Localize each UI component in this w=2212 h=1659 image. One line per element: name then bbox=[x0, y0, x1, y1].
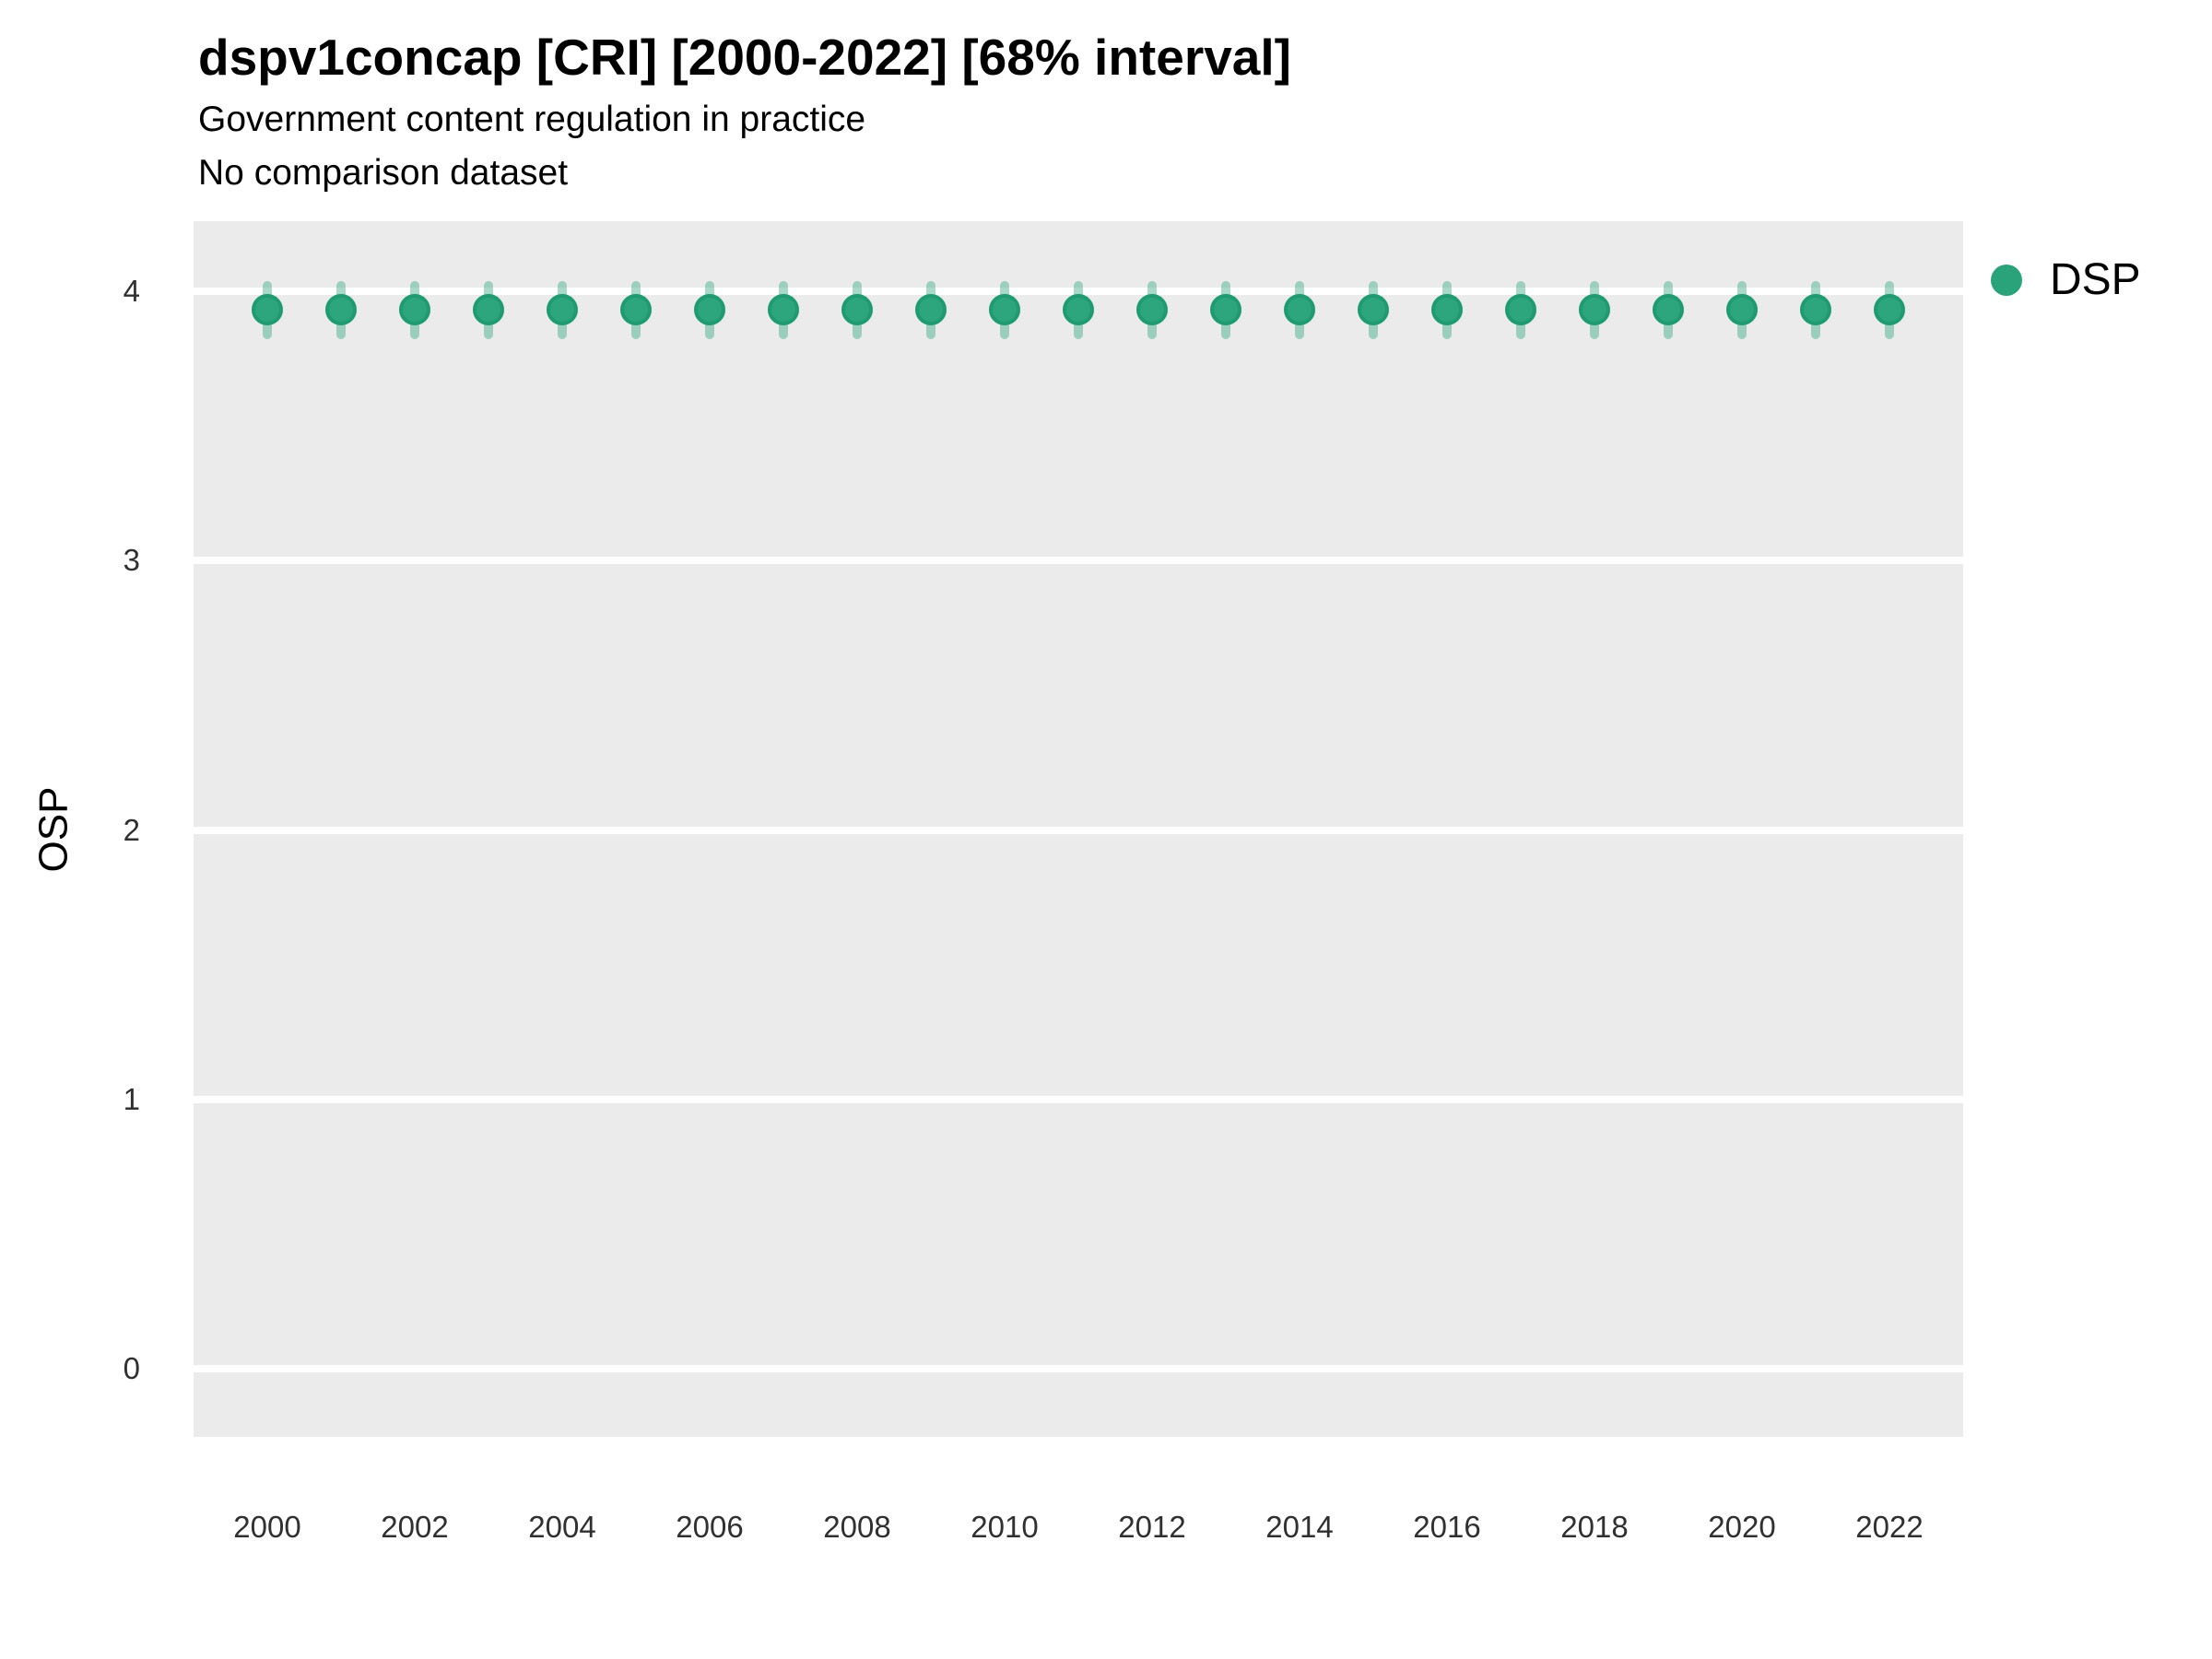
x-tick-label-2018: 2018 bbox=[1560, 1510, 1629, 1544]
data-point-2022 bbox=[1874, 294, 1905, 326]
data-point-2021 bbox=[1800, 294, 1831, 326]
y-tick-label-0: 0 bbox=[123, 1351, 140, 1386]
chart-note: No comparison dataset bbox=[198, 153, 569, 193]
data-point-2004 bbox=[547, 294, 578, 326]
data-point-2014 bbox=[1284, 294, 1315, 326]
data-point-2008 bbox=[841, 294, 873, 326]
gridline-y-1 bbox=[194, 1095, 1963, 1103]
gridline-y-2 bbox=[194, 826, 1963, 834]
data-point-2007 bbox=[768, 294, 799, 326]
x-tick-label-2004: 2004 bbox=[528, 1510, 596, 1544]
x-tick-label-2014: 2014 bbox=[1265, 1510, 1334, 1544]
data-point-2015 bbox=[1358, 294, 1389, 326]
data-point-2001 bbox=[325, 294, 357, 326]
data-point-2012 bbox=[1136, 294, 1168, 326]
x-tick-label-2010: 2010 bbox=[971, 1510, 1039, 1544]
data-point-2016 bbox=[1431, 294, 1463, 326]
data-point-2009 bbox=[915, 294, 947, 326]
legend-dsp-label: DSP bbox=[2050, 255, 2141, 304]
x-tick-label-2006: 2006 bbox=[676, 1510, 744, 1544]
data-point-2018 bbox=[1579, 294, 1610, 326]
x-tick-label-2002: 2002 bbox=[381, 1510, 449, 1544]
gridline-y-0 bbox=[194, 1365, 1963, 1373]
x-tick-label-2008: 2008 bbox=[823, 1510, 891, 1544]
y-tick-label-1: 1 bbox=[123, 1081, 140, 1116]
data-point-2011 bbox=[1063, 294, 1094, 326]
data-point-2010 bbox=[989, 294, 1020, 326]
data-point-2005 bbox=[620, 294, 652, 326]
chart-subtitle: Government content regulation in practic… bbox=[198, 100, 866, 139]
chart-title: dspv1concap [CRI] [2000-2022] [68% inter… bbox=[198, 29, 1291, 86]
x-tick-label-2000: 2000 bbox=[233, 1510, 301, 1544]
data-point-2003 bbox=[473, 294, 504, 326]
data-point-2013 bbox=[1210, 294, 1241, 326]
y-tick-label-2: 2 bbox=[123, 812, 140, 847]
plot-panel bbox=[194, 221, 1963, 1437]
data-point-2019 bbox=[1653, 294, 1684, 326]
data-point-2002 bbox=[399, 294, 430, 326]
gridline-y-4 bbox=[194, 287, 1963, 295]
data-point-2000 bbox=[252, 294, 283, 326]
x-tick-label-2022: 2022 bbox=[1855, 1510, 1924, 1544]
x-tick-label-2020: 2020 bbox=[1708, 1510, 1776, 1544]
data-point-2017 bbox=[1505, 294, 1536, 326]
legend-dsp-swatch-icon bbox=[1991, 264, 2022, 296]
x-tick-label-2012: 2012 bbox=[1118, 1510, 1186, 1544]
legend: DSP bbox=[1991, 254, 2141, 305]
data-point-2020 bbox=[1726, 294, 1758, 326]
data-point-2006 bbox=[694, 294, 725, 326]
y-tick-label-3: 3 bbox=[123, 543, 140, 578]
y-tick-label-4: 4 bbox=[123, 273, 140, 308]
x-tick-label-2016: 2016 bbox=[1413, 1510, 1481, 1544]
gridline-y-3 bbox=[194, 557, 1963, 565]
